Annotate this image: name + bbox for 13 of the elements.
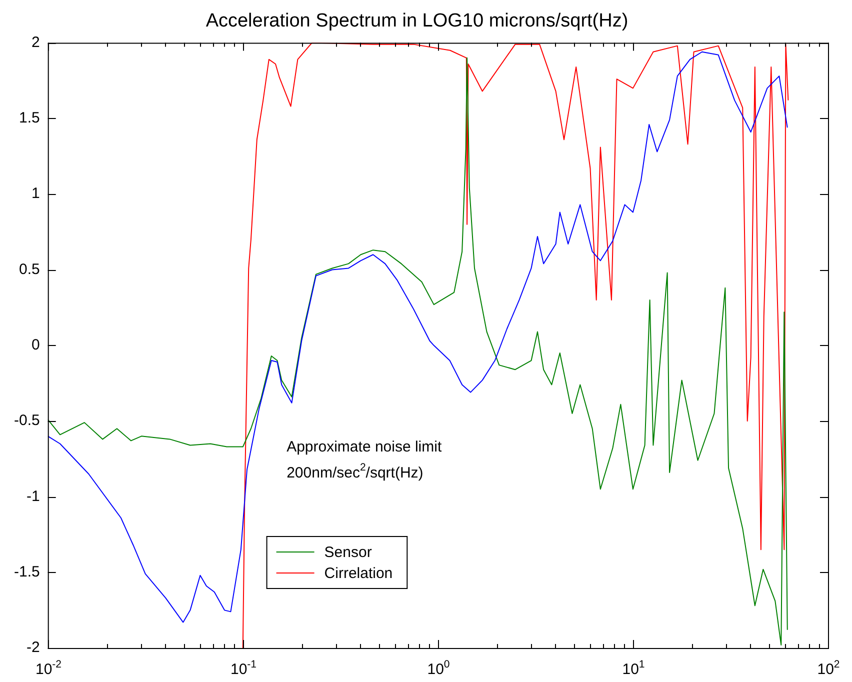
annotation: Approximate noise limit — [286, 438, 442, 456]
y-tick-label: 1 — [32, 185, 40, 202]
y-tick-label: -0.5 — [14, 412, 40, 430]
y-tick-label: 0.5 — [18, 260, 40, 278]
y-tick-label: -1.5 — [14, 563, 40, 580]
y-tick-label: -1 — [26, 488, 40, 505]
chart-title: Acceleration Spectrum in LOG10 microns/sqrt(Hz) — [206, 10, 628, 32]
legend-label: Cirrelation — [324, 565, 393, 582]
y-tick-label: 2 — [32, 34, 40, 51]
y-tick-label: 0 — [32, 336, 40, 354]
y-tick-label: -2 — [26, 639, 40, 656]
legend-label: Sensor — [324, 544, 372, 562]
y-tick-label: 1.5 — [18, 110, 40, 127]
